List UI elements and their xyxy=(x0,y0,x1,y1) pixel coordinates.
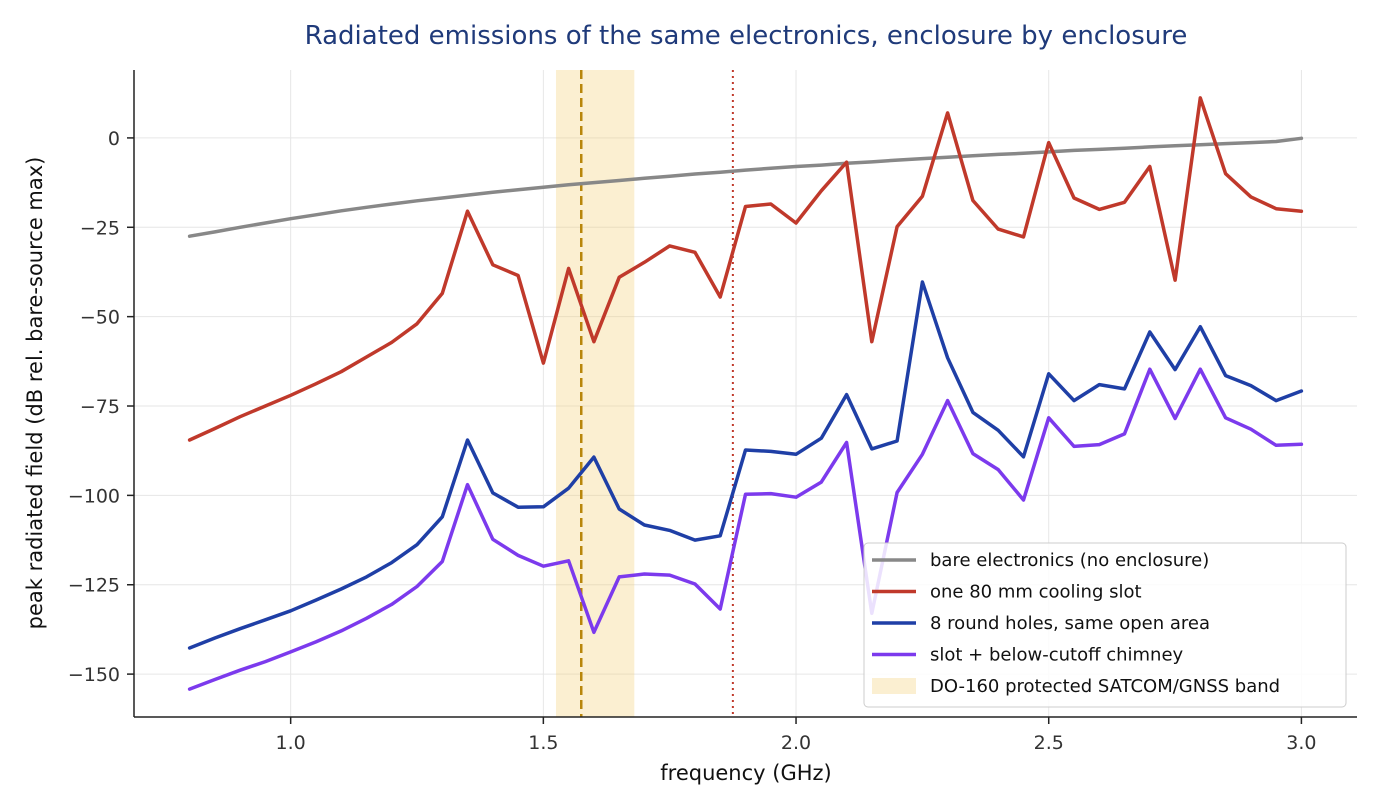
legend-box xyxy=(863,542,1347,708)
y-tick-label-4: −100 xyxy=(68,485,120,507)
series-line-2 xyxy=(187,280,1304,650)
series-line-1 xyxy=(187,96,1304,442)
y-axis-label: peak radiated field (dB rel. bare-source… xyxy=(23,157,47,630)
protected-band xyxy=(555,70,635,717)
reference-lines xyxy=(580,70,734,717)
grid-lines xyxy=(134,70,1357,717)
band-layer xyxy=(555,70,635,717)
legend-label-3: slot + below-cutoff chimney xyxy=(930,645,1184,666)
y-tick-label-1: −25 xyxy=(80,217,120,239)
axes xyxy=(133,70,1357,718)
x-tick-label-1: 1.5 xyxy=(528,732,558,754)
x-tick-label-0: 1.0 xyxy=(276,732,306,754)
x-ticks: 1.0 1.5 2.0 2.5 3.0 xyxy=(276,717,1317,754)
y-ticks: 0 −25 −50 −75 −100 −125 −150 xyxy=(68,128,134,686)
legend-label-0: bare electronics (no enclosure) xyxy=(930,550,1209,571)
y-tick-label-0: 0 xyxy=(108,128,120,150)
y-tick-label-3: −75 xyxy=(80,396,120,418)
legend: bare electronics (no enclosure) one 80 mm… xyxy=(863,542,1347,708)
x-tick-label-2: 2.0 xyxy=(781,732,811,754)
series-layer xyxy=(187,96,1304,691)
legend-swatch-band xyxy=(872,678,916,694)
x-tick-label-4: 3.0 xyxy=(1286,732,1316,754)
y-tick-label-5: −125 xyxy=(68,575,120,597)
legend-label-1: one 80 mm cooling slot xyxy=(930,582,1142,603)
x-tick-label-3: 2.5 xyxy=(1034,732,1064,754)
series-line-3 xyxy=(187,367,1304,691)
legend-label-band: DO-160 protected SATCOM/GNSS band xyxy=(930,676,1280,697)
x-axis-label: frequency (GHz) xyxy=(660,761,831,785)
chart-title: Radiated emissions of the same electroni… xyxy=(305,21,1188,51)
legend-label-2: 8 round holes, same open area xyxy=(930,613,1210,634)
y-tick-label-2: −50 xyxy=(80,307,120,329)
y-tick-label-6: −150 xyxy=(68,664,120,686)
series-line-0 xyxy=(187,136,1304,238)
